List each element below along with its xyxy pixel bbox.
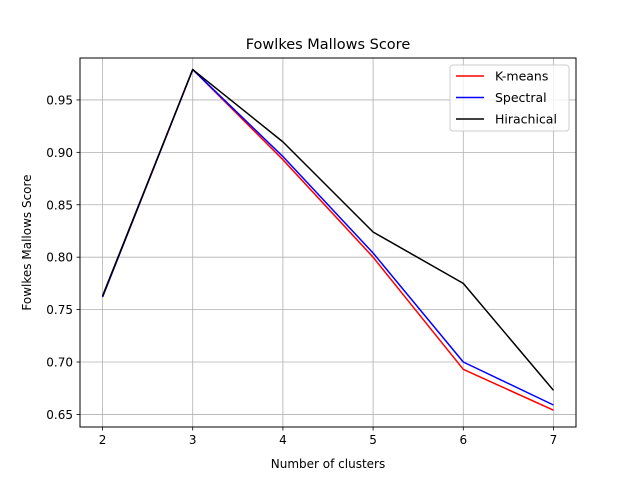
legend-label-hirachical: Hirachical [495, 112, 557, 127]
y-tick-label: 0.95 [46, 93, 73, 107]
legend: K-means Spectral Hirachical [449, 64, 570, 132]
plot-area-frame [79, 57, 577, 428]
y-tick-label: 0.90 [46, 146, 73, 160]
x-tick-label: 2 [99, 433, 107, 447]
legend-label-k-means: K-means [495, 69, 548, 84]
legend-box [449, 64, 570, 132]
y-axis-label: Fowlkes Mallows Score [20, 174, 34, 310]
x-tick-label: 7 [550, 433, 558, 447]
series-line-hirachical [101, 68, 555, 391]
x-tick-label: 6 [459, 433, 467, 447]
chart-title: Fowlkes Mallows Score [246, 37, 411, 53]
series-lines [101, 68, 555, 411]
x-tick-label: 4 [279, 433, 287, 447]
y-tick-label: 0.65 [46, 408, 73, 422]
x-tick-label: 3 [189, 433, 197, 447]
y-ticks: 0.65 0.70 0.75 0.80 0.85 0.90 0.95 [46, 93, 80, 422]
x-axis-label: Number of clusters [271, 457, 385, 471]
y-tick-label: 0.70 [46, 356, 73, 370]
x-ticks: 2 3 4 5 6 7 [99, 427, 558, 447]
legend-label-spectral: Spectral [495, 90, 547, 105]
y-tick-label: 0.80 [46, 251, 73, 265]
y-tick-label: 0.85 [46, 198, 73, 212]
y-tick-label: 0.75 [46, 303, 73, 317]
x-tick-label: 5 [369, 433, 377, 447]
